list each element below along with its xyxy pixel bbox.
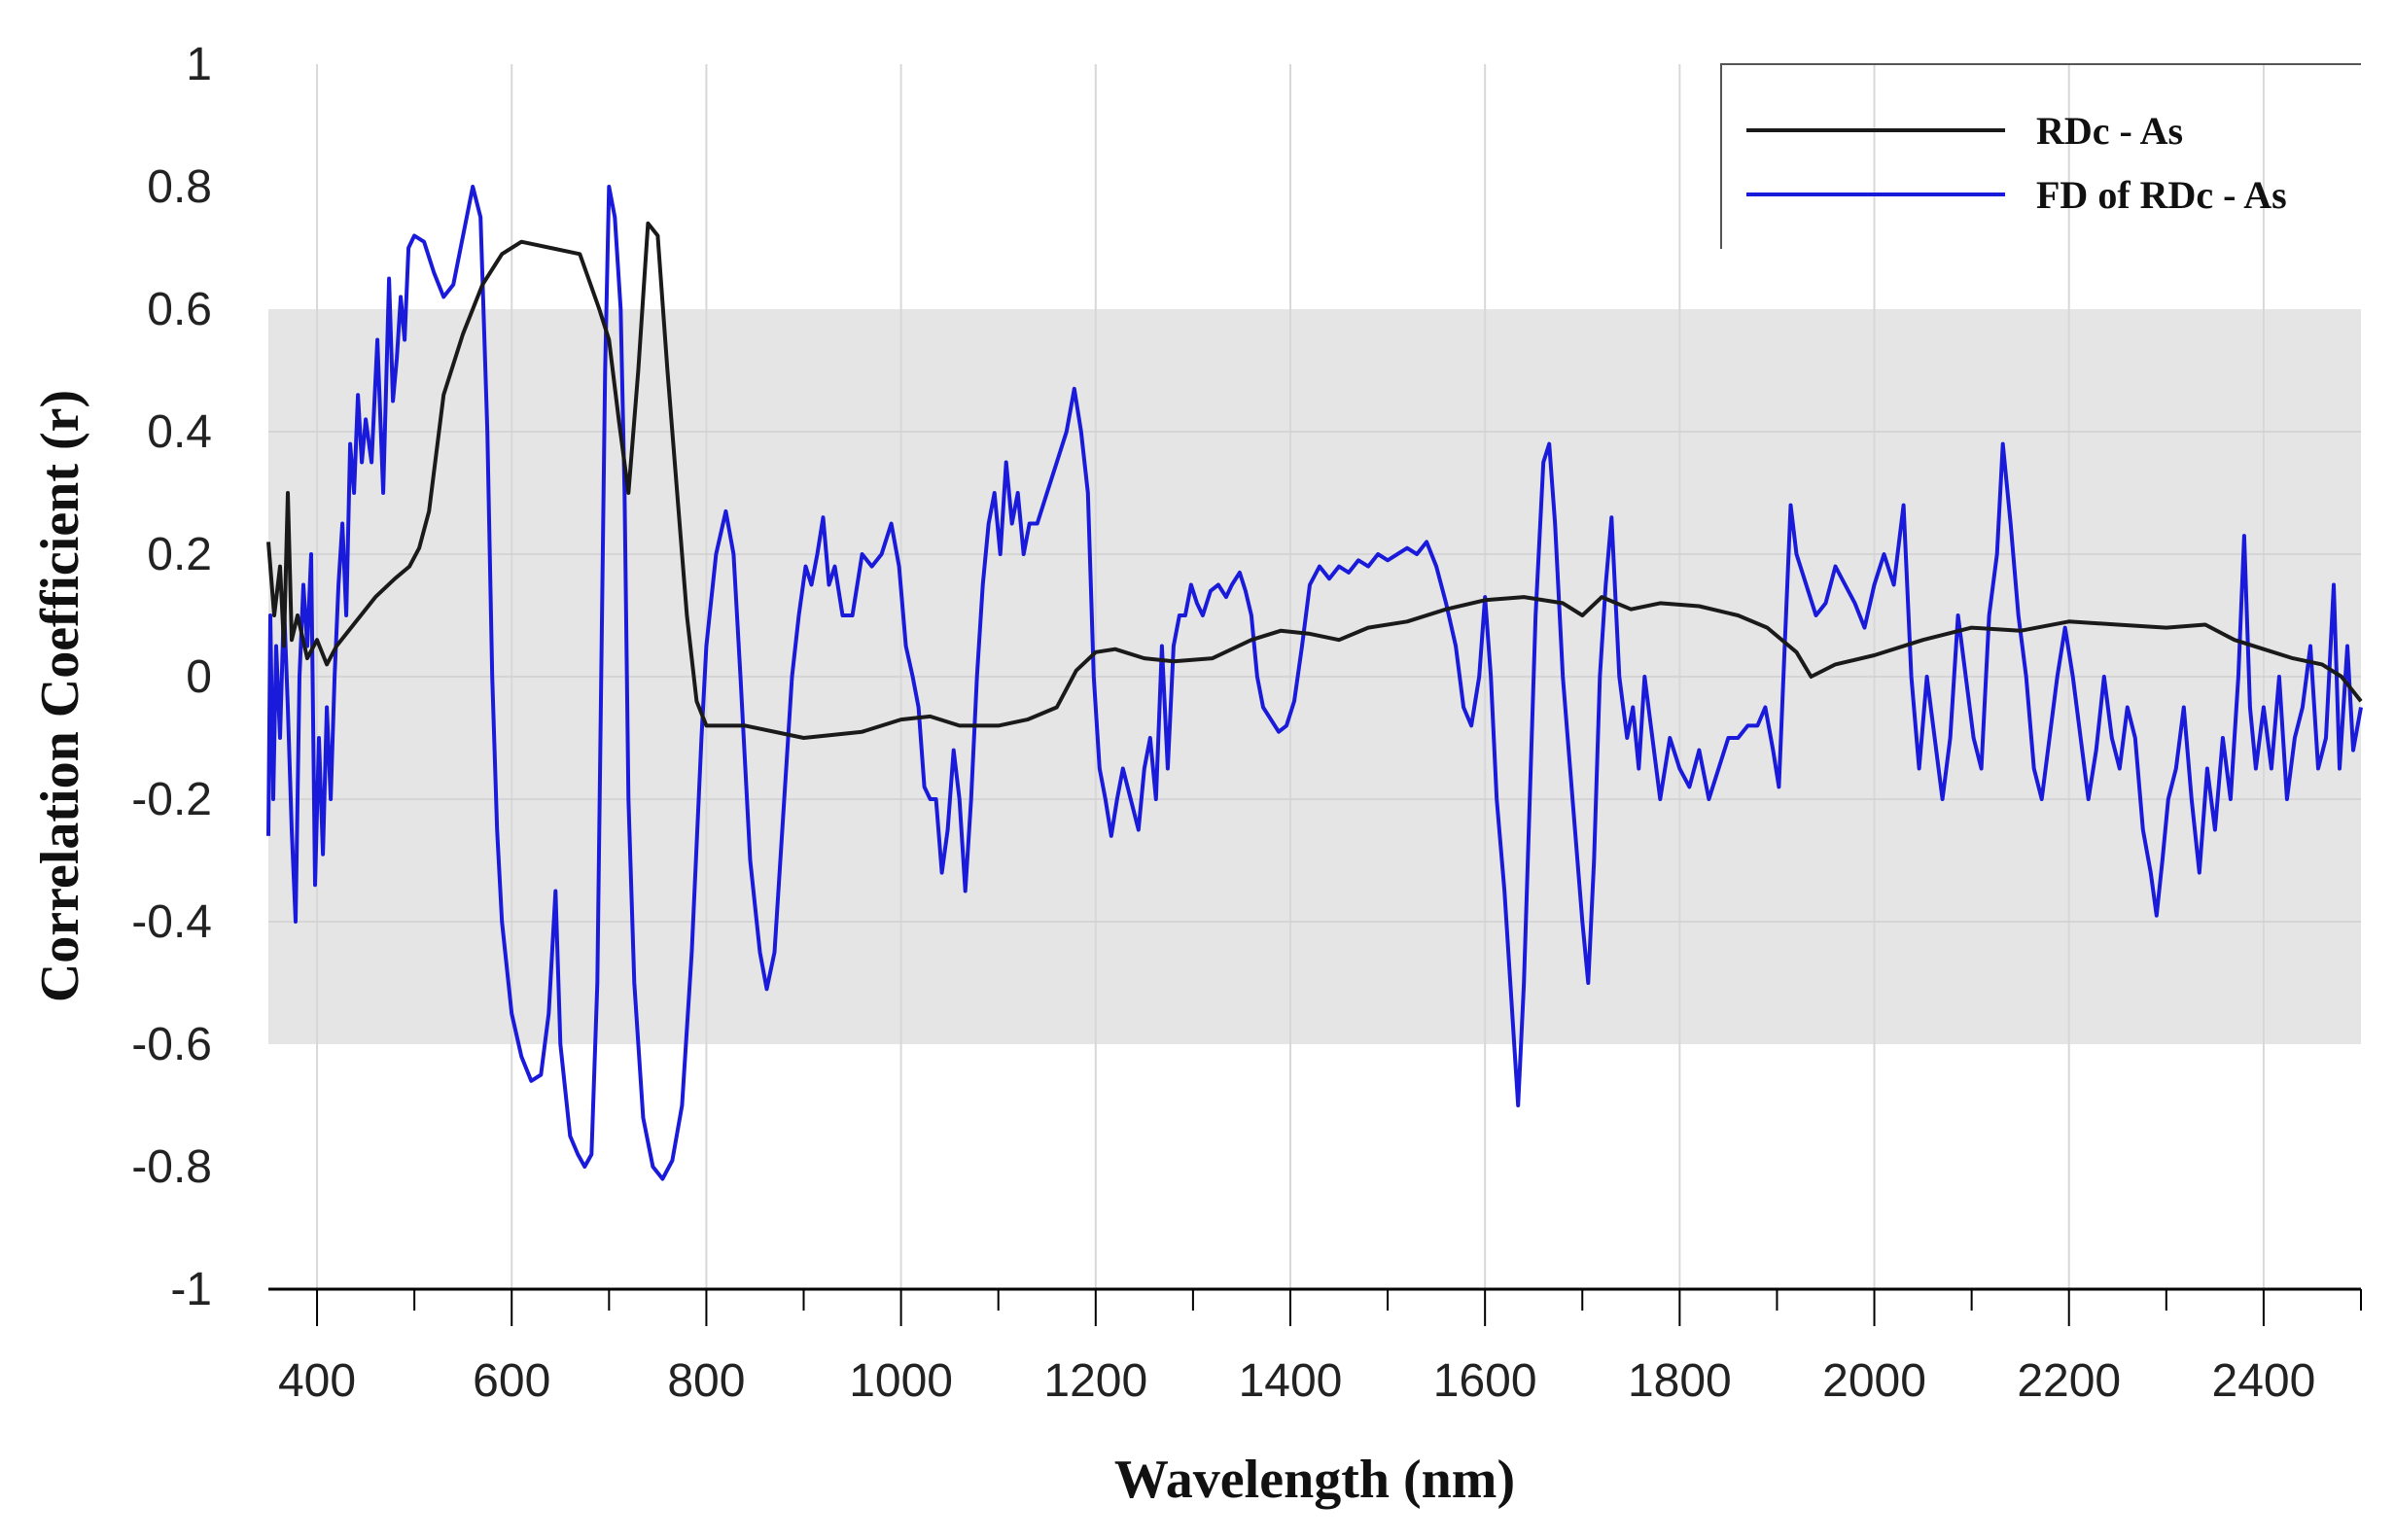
y-tick-label: -0.6 bbox=[131, 1019, 212, 1070]
x-tick-label: 2200 bbox=[2017, 1355, 2121, 1407]
x-axis-ticks: 400 600 800 1000 1200 1400 1600 1800 2000 2200 240… bbox=[278, 1289, 2362, 1407]
y-tick-label: 1 bbox=[186, 39, 212, 90]
x-tick-label: 2400 bbox=[2212, 1355, 2316, 1407]
vertical-gridlines bbox=[268, 64, 2361, 1289]
x-axis-title: Wavelength (nm) bbox=[1114, 1450, 1515, 1510]
series-line-0 bbox=[266, 221, 2363, 740]
series-layer bbox=[266, 185, 2363, 1181]
x-tick-label: 600 bbox=[473, 1355, 550, 1407]
y-tick-label: -0.4 bbox=[131, 896, 212, 948]
y-tick-label: 0.6 bbox=[147, 284, 212, 335]
legend-frame bbox=[1720, 63, 2361, 249]
x-tick-label: 1400 bbox=[1239, 1355, 1343, 1407]
y-tick-label: 0.8 bbox=[147, 161, 212, 213]
legend-label-fd-rdc-as: FD of RDc - As bbox=[2036, 173, 2287, 217]
x-tick-label: 400 bbox=[278, 1355, 356, 1407]
y-tick-label: 0.2 bbox=[147, 529, 212, 580]
y-tick-label: -0.8 bbox=[131, 1141, 212, 1193]
y-tick-label: 0.4 bbox=[147, 406, 212, 458]
x-tick-label: 1200 bbox=[1043, 1355, 1147, 1407]
x-tick-label: 1600 bbox=[1433, 1355, 1537, 1407]
series-line-1 bbox=[266, 185, 2363, 1181]
y-tick-label: -1 bbox=[170, 1264, 212, 1315]
legend: RDc - As FD of RDc - As bbox=[1720, 63, 2361, 249]
y-axis-ticks: 1 0.8 0.6 0.4 0.2 0 -0.2 -0.4 -0.6 -0.8 -1 bbox=[131, 39, 212, 1315]
x-tick-label: 2000 bbox=[1822, 1355, 1926, 1407]
x-tick-label: 800 bbox=[667, 1355, 745, 1407]
legend-label-rdc-as: RDc - As bbox=[2036, 109, 2183, 153]
y-tick-label: -0.2 bbox=[131, 774, 212, 825]
y-tick-label: 0 bbox=[186, 651, 212, 703]
x-tick-label: 1800 bbox=[1628, 1355, 1732, 1407]
x-tick-label: 1000 bbox=[849, 1355, 953, 1407]
y-axis-title: Correlation Coefficient (r) bbox=[30, 390, 90, 1002]
